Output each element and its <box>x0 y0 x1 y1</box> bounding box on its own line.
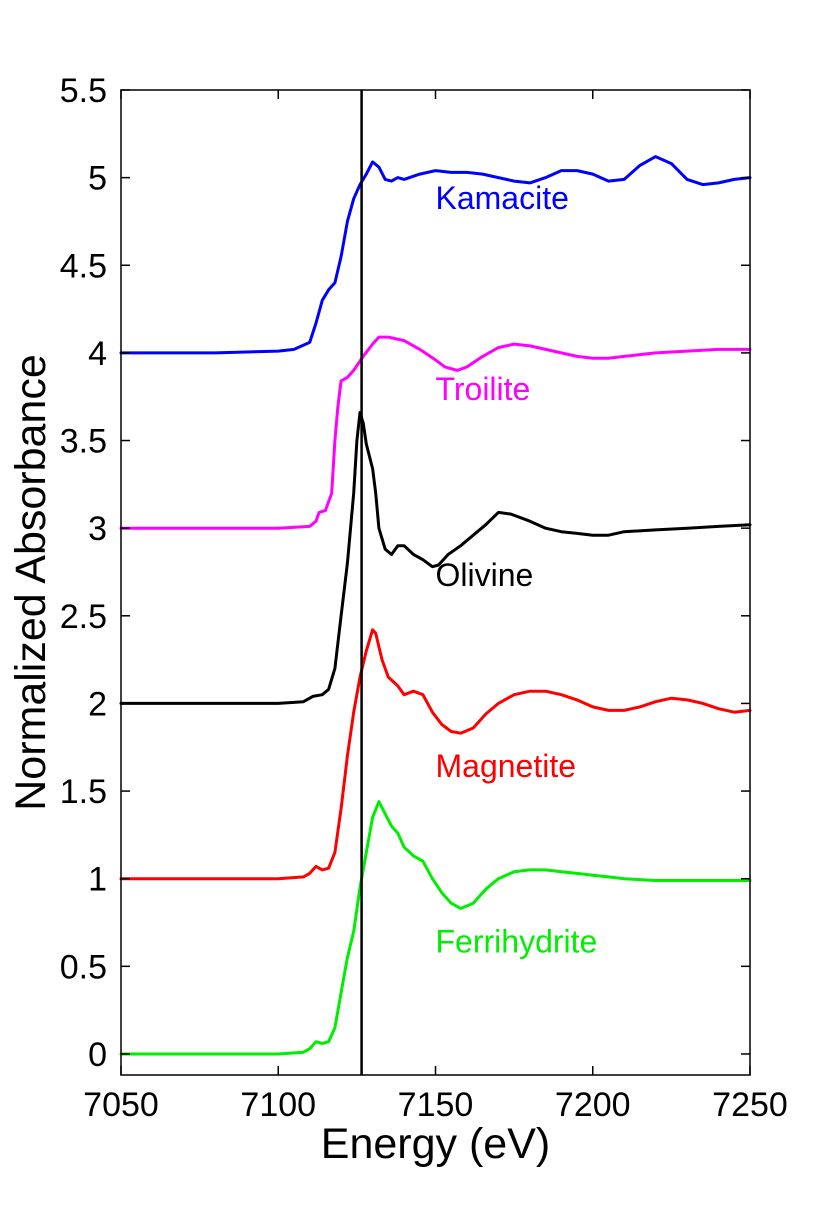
y-axis-label: Normalized Absorbance <box>7 354 55 811</box>
x-tick-label: 7200 <box>555 1086 631 1124</box>
y-tick-label: 5.5 <box>60 72 107 110</box>
y-tick-label: 1 <box>88 861 107 899</box>
y-tick-label: 3 <box>88 510 107 548</box>
series-line-olivine <box>119 411 752 705</box>
series-label-kamacite: Kamacite <box>436 180 569 216</box>
series-layer <box>119 155 752 1056</box>
series-labels: Kamacite Troilite Olivine Magnetite Ferrihyd… <box>436 180 598 959</box>
series-line-troilite <box>119 335 752 530</box>
y-tick-label: 4 <box>88 335 107 373</box>
y-tick-label: 1.5 <box>60 773 107 811</box>
series-line-ferrihydrite <box>119 800 752 1056</box>
x-tick-label: 7100 <box>240 1086 316 1124</box>
y-tick-label: 2 <box>88 685 107 723</box>
x-tick-label: 7250 <box>712 1086 788 1124</box>
y-tick-label: 5 <box>88 160 107 198</box>
y-tick-label: 3.5 <box>60 423 107 461</box>
y-tick-label: 4.5 <box>60 247 107 285</box>
x-tick-label: 7050 <box>83 1086 159 1124</box>
series-line-kamacite <box>119 155 752 355</box>
series-label-troilite: Troilite <box>436 371 531 407</box>
series-label-magnetite: Magnetite <box>436 748 577 784</box>
x-tick-label: 7150 <box>398 1086 474 1124</box>
series-label-olivine: Olivine <box>436 557 534 593</box>
series-line-magnetite <box>119 628 752 881</box>
ticks-layer: 0 0.5 1 1.5 2 2.5 3 3.5 4 4.5 5 5.5 7050 7100 7150 7200… <box>60 72 788 1124</box>
x-axis-label: Energy (eV) <box>321 1120 550 1168</box>
y-tick-label: 0 <box>88 1036 107 1074</box>
y-tick-label: 2.5 <box>60 598 107 636</box>
series-label-ferrihydrite: Ferrihydrite <box>436 923 598 959</box>
y-tick-label: 0.5 <box>60 948 107 986</box>
